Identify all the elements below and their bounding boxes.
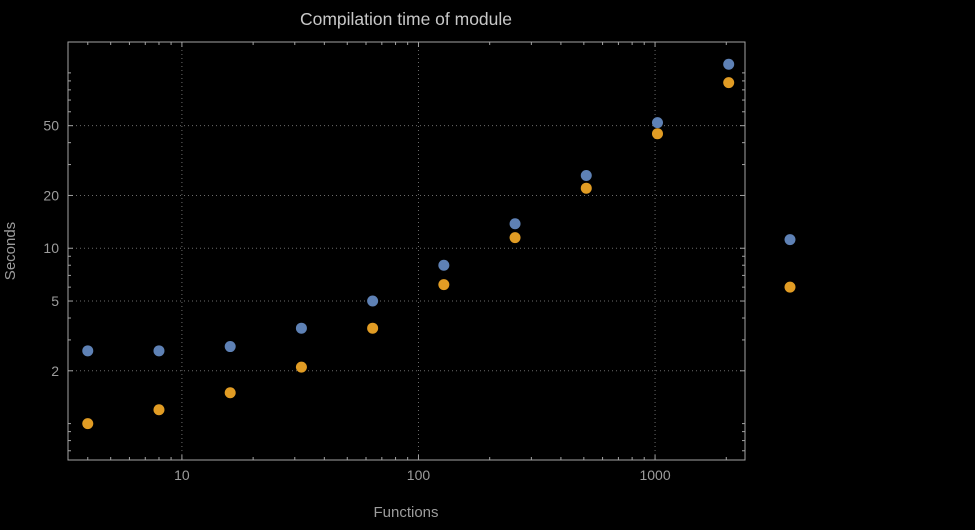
plot-area: 10 100 1000 2 5 10 20 50 bbox=[43, 41, 796, 483]
data-point-series-1 bbox=[367, 295, 379, 307]
legend-marker-series-2 bbox=[784, 281, 796, 293]
x-tick-label: 100 bbox=[407, 467, 431, 483]
data-point-series-1 bbox=[153, 345, 165, 357]
data-point-series-2 bbox=[82, 418, 94, 430]
data-point-series-1 bbox=[723, 58, 735, 70]
y-axis-label: Seconds bbox=[2, 222, 19, 280]
data-point-series-1 bbox=[82, 345, 94, 357]
y-tick-label: 2 bbox=[51, 363, 59, 379]
x-tick-label: 1000 bbox=[639, 467, 670, 483]
data-point-series-2 bbox=[153, 404, 165, 416]
plot-frame bbox=[67, 41, 746, 461]
data-point-series-1 bbox=[580, 169, 592, 181]
data-point-series-2 bbox=[723, 77, 735, 89]
data-point-series-2 bbox=[438, 279, 450, 291]
data-point-series-2 bbox=[224, 387, 236, 399]
y-tick-label: 20 bbox=[43, 187, 59, 203]
data-point-series-1 bbox=[651, 117, 663, 129]
x-axis-label: Functions bbox=[373, 504, 438, 521]
data-point-series-2 bbox=[509, 232, 521, 244]
y-tick-label: 5 bbox=[51, 293, 59, 309]
data-point-series-2 bbox=[651, 128, 663, 140]
data-point-series-1 bbox=[295, 322, 307, 334]
data-point-series-2 bbox=[367, 322, 379, 334]
data-point-series-1 bbox=[224, 341, 236, 353]
data-point-series-2 bbox=[295, 361, 307, 373]
chart-title: Compilation time of module bbox=[300, 9, 512, 29]
x-tick-label: 10 bbox=[174, 467, 190, 483]
data-point-series-1 bbox=[438, 259, 450, 271]
y-tick-label: 10 bbox=[43, 240, 59, 256]
data-point-series-1 bbox=[509, 218, 521, 230]
y-tick-label: 50 bbox=[43, 118, 59, 134]
legend-marker-series-1 bbox=[784, 234, 796, 246]
data-point-series-2 bbox=[580, 182, 592, 194]
